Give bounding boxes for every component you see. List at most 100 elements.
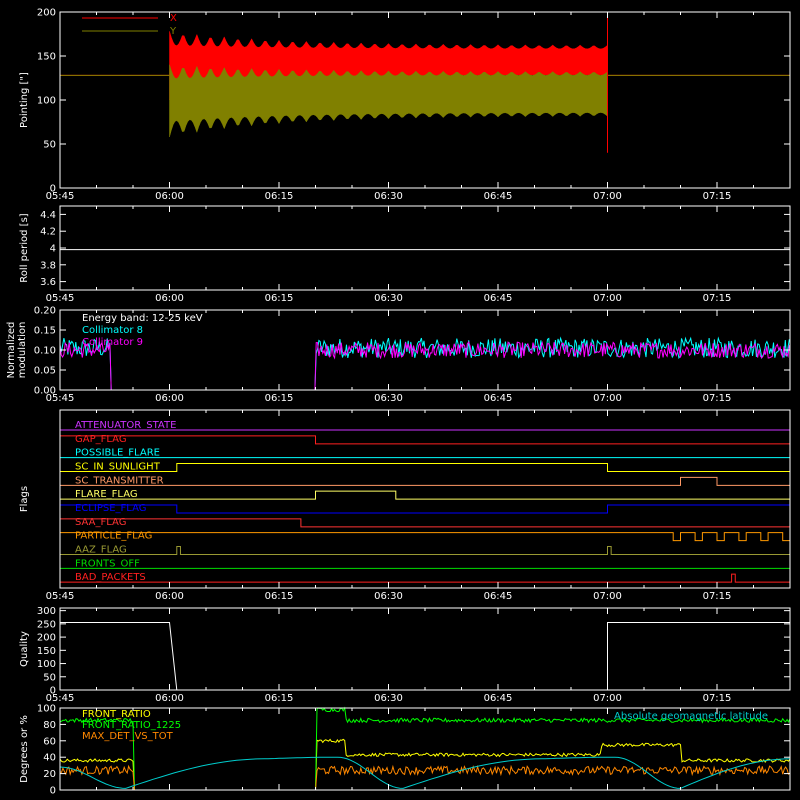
y-tick-label: 100	[37, 96, 56, 107]
y-tick-label: 200	[37, 633, 56, 644]
y-tick-label: 3.6	[40, 277, 56, 288]
x-tick-label: 06:30	[374, 591, 403, 602]
x-tick-label: 07:00	[593, 191, 622, 202]
flag-trace	[60, 546, 790, 555]
y-tick-label: 4	[50, 244, 56, 255]
flag-label: GAP_FLAG	[75, 434, 127, 445]
flag-label: FRONTS_OFF	[75, 558, 140, 569]
flag-label: ECLIPSE_FLAG	[75, 503, 146, 514]
y-axis-label: Quality	[19, 631, 30, 667]
x-tick-label: 06:45	[484, 293, 513, 304]
flag-trace	[60, 463, 790, 472]
y-tick-label: 40	[43, 753, 56, 764]
y-tick-label: 200	[37, 8, 56, 19]
flag-trace	[60, 518, 790, 528]
flag-label: SC_IN_SUNLIGHT	[75, 462, 161, 473]
legend-label: X	[170, 13, 177, 24]
flag-label: BAD_PACKETS	[75, 572, 146, 583]
legend-label: Absolute geomagnetic latitude	[614, 711, 768, 722]
y-tick-label: 0.05	[34, 366, 56, 377]
y-tick-label: 300	[37, 606, 56, 617]
x-tick-label: 06:00	[155, 191, 184, 202]
x-tick-label: 06:00	[155, 293, 184, 304]
flag-label: SAA_FLAG	[75, 517, 126, 528]
pointing-panel: 05:45 06:00 06:15 06:30 06:45 07:00 07:15 0 50 10…	[19, 8, 791, 202]
legend-label: FRONT_RATIO_1225	[82, 720, 181, 731]
x-tick-label: 06:30	[374, 191, 403, 202]
y-tick-label: 0.15	[34, 326, 56, 337]
legend-label: Y	[169, 26, 177, 37]
flag-trace	[60, 573, 790, 583]
x-tick-label: 07:00	[593, 393, 622, 404]
y-axis-label: Roll period [s]	[19, 213, 30, 282]
y-axis-label: Normalized	[6, 322, 17, 379]
x-tick-label: 07:15	[703, 393, 732, 404]
flag-trace	[60, 435, 790, 445]
legend-label: Collimator 8	[82, 325, 143, 336]
x-tick-label: 06:15	[265, 293, 294, 304]
y-tick-label: 60	[43, 736, 56, 747]
y-tick-label: 100	[37, 704, 56, 715]
y-tick-label: 4.2	[40, 227, 56, 238]
x-tick-label: 06:45	[484, 191, 513, 202]
y-axis-label: Pointing ["]	[19, 72, 30, 128]
y-tick-label: 0.10	[34, 346, 56, 357]
x-tick-label: 07:00	[593, 293, 622, 304]
x-tick-label: 06:30	[374, 393, 403, 404]
y-tick-label: 250	[37, 619, 56, 630]
x-tick-label: 06:30	[374, 293, 403, 304]
y-tick-label: 0	[50, 786, 56, 797]
y-tick-label: 3.8	[40, 260, 56, 271]
y-tick-label: 100	[37, 659, 56, 670]
x-tick-label: 05:45	[46, 591, 75, 602]
x-tick-label: 05:45	[46, 293, 75, 304]
legend-label: Collimator 9	[82, 337, 143, 348]
quality-panel: 05:45 06:00 06:15 06:30 06:45 07:00 07:15 0 50 10…	[19, 606, 791, 704]
flag-label: FLARE_FLAG	[75, 489, 138, 500]
x-tick-label: 06:15	[265, 591, 294, 602]
x-tick-label: 06:00	[155, 693, 184, 704]
x-tick-label: 07:15	[703, 693, 732, 704]
flag-trace	[60, 490, 790, 500]
x-tick-label: 06:30	[374, 693, 403, 704]
x-tick-label: 05:45	[46, 393, 75, 404]
ratios-panel: 0 20 40 60 80 100 Degrees or % FRONT_RATIOFRONT…	[19, 704, 791, 797]
x-tick-label: 06:00	[155, 591, 184, 602]
y-tick-label: 0	[50, 686, 56, 697]
flag-label: POSSIBLE_FLARE	[75, 448, 160, 459]
y-tick-label: 50	[43, 672, 56, 683]
y-tick-label: 50	[43, 140, 56, 151]
flag-label: PARTICLE_FLAG	[75, 531, 152, 542]
legend-label: FRONT_RATIO	[82, 709, 151, 720]
flag-label: ATTENUATOR_STATE	[75, 420, 176, 431]
x-tick-label: 06:15	[265, 393, 294, 404]
y-tick-label: 150	[37, 646, 56, 657]
x-tick-label: 07:15	[703, 191, 732, 202]
y-tick-label: 80	[43, 720, 56, 731]
energy-band-annotation: Energy band: 12-25 keV	[82, 313, 203, 324]
flag-trace	[60, 476, 790, 486]
y-tick-label: 0.20	[34, 306, 56, 317]
y-tick-label: 0	[50, 184, 56, 195]
series-line-geomagnetic-latitude	[59, 756, 791, 789]
y-tick-label: 0.00	[34, 386, 56, 397]
x-tick-label: 06:45	[484, 591, 513, 602]
y-axis-label: Flags	[19, 486, 30, 512]
legend-label: MAX_DET_VS_TOT	[82, 731, 174, 742]
flags-panel: ATTENUATOR_STATE GAP_FLAG POSSIBLE_FLARE SC…	[19, 409, 791, 602]
x-tick-label: 06:15	[265, 693, 294, 704]
modulation-panel: 05:45 06:00 06:15 06:30 06:45 07:00 07:15 0.00 0…	[6, 306, 791, 404]
y-tick-label: 4.4	[40, 210, 56, 221]
x-tick-label: 06:15	[265, 191, 294, 202]
x-tick-label: 06:45	[484, 693, 513, 704]
flag-label: AAZ_FLAG	[75, 545, 127, 556]
y-tick-label: 150	[37, 52, 56, 63]
x-tick-label: 07:00	[593, 591, 622, 602]
x-tick-label: 05:45	[46, 191, 75, 202]
roll-period-panel: 05:45 06:00 06:15 06:30 06:45 07:00 07:15 3.6 3.…	[19, 205, 791, 304]
y-axis-label: modulation	[17, 322, 28, 379]
y-tick-label: 20	[43, 769, 56, 780]
x-tick-label: 07:15	[703, 591, 732, 602]
y-axis-label: Degrees or %	[19, 715, 30, 783]
